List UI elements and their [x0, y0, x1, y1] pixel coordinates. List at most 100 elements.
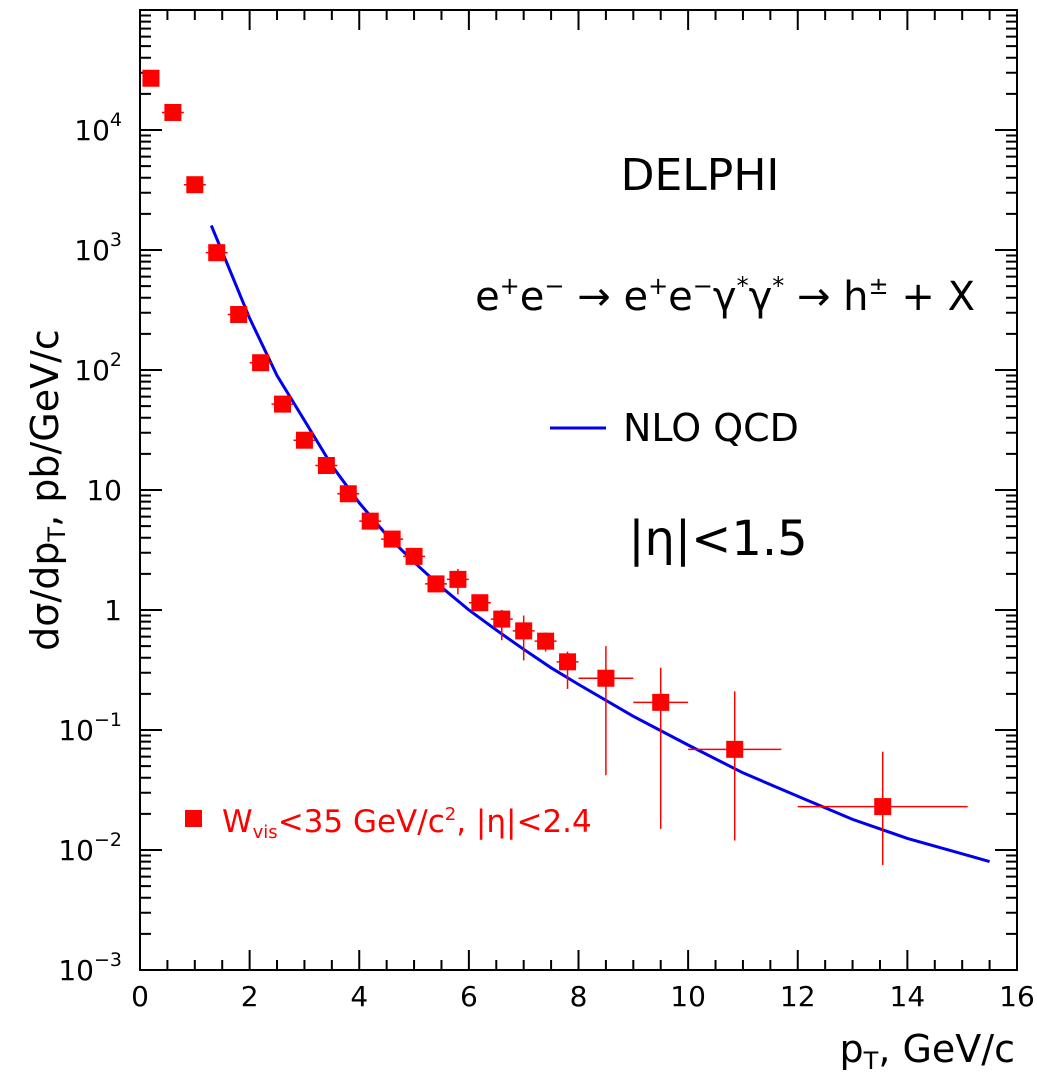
data-point [293, 431, 316, 449]
x-tick-label: 0 [131, 980, 149, 1013]
x-tick-label: 14 [890, 980, 926, 1013]
y-tick-base: 10 [74, 234, 110, 267]
process-text: → [565, 274, 624, 320]
process-text: γ [749, 274, 773, 320]
y-tick-label: 104 [74, 109, 122, 147]
data-marker [361, 512, 379, 530]
data-marker [142, 69, 160, 87]
data-marker [471, 594, 489, 612]
x-tick-label: 12 [780, 980, 816, 1013]
y-tick-label: 10−2 [58, 829, 122, 867]
data-point [315, 457, 338, 475]
data-marker [515, 622, 533, 640]
experiment-title: DELPHI [621, 150, 780, 201]
process-text: → h [784, 274, 868, 320]
x-label-main: p [840, 1027, 864, 1071]
y-tick-exponent: 4 [110, 109, 122, 131]
legend-nlo-label: NLO QCD [623, 406, 799, 450]
nlo-qcd-curve-layer [209, 224, 991, 864]
data-marker [164, 103, 182, 121]
data-marker [383, 530, 401, 548]
y-tick-exponent: −1 [94, 709, 122, 731]
eta-cut-label: |η|<1.5 [628, 511, 807, 567]
data-point [381, 530, 404, 548]
y-tick-base: 10 [58, 714, 94, 747]
x-tick-label: 6 [460, 980, 478, 1013]
data-marker [339, 485, 357, 503]
y-tick-base: 10 [58, 954, 94, 987]
y-tick-label: 10 [86, 474, 122, 507]
y-tick-base: 1 [104, 594, 122, 627]
data-point [468, 594, 491, 612]
y-label-subscript: T [43, 527, 71, 543]
process-text: e [520, 274, 545, 320]
y-label-rest: , pb/GeV/c [23, 329, 67, 527]
data-point [688, 691, 782, 841]
y-tick-label: 10−1 [58, 709, 122, 747]
data-marker [537, 632, 555, 650]
process-superscript: − [693, 272, 713, 300]
data-marker [252, 354, 270, 372]
y-tick-label: 10−3 [58, 949, 122, 987]
legend-data-marker [185, 810, 202, 827]
x-axis: 0 2 4 6 8 10 12 14 16 [131, 10, 1035, 1013]
x-tick-label: 4 [350, 980, 368, 1013]
data-point [578, 646, 634, 776]
data-marker [427, 575, 445, 593]
data-point [271, 395, 294, 413]
data-point [512, 615, 535, 661]
data-marker [597, 669, 615, 687]
data-point [446, 568, 469, 595]
y-tick-exponent: 2 [110, 349, 122, 371]
process-text: γ [713, 274, 737, 320]
data-point [425, 575, 447, 593]
x-tick-label: 2 [241, 980, 259, 1013]
process-superscript: * [772, 272, 784, 300]
y-tick-label: 102 [74, 349, 122, 387]
y-tick-base: 10 [86, 474, 122, 507]
legend-superscript: 2 [445, 804, 456, 825]
x-axis-label: pT, GeV/c [840, 1027, 1015, 1075]
data-marker [317, 457, 335, 475]
y-axis-label: dσ/dpT, pb/GeV/c [23, 329, 71, 651]
data-point [403, 547, 426, 565]
process-superscript: * [737, 272, 749, 300]
legend-w: W [222, 804, 253, 840]
data-marker [652, 693, 670, 711]
data-point [249, 354, 272, 372]
data-point [633, 667, 689, 829]
data-point [556, 651, 579, 689]
data-marker [405, 547, 423, 565]
y-tick-base: 10 [74, 354, 110, 387]
process-label: e+​e−​ → e+​e−​γ*​γ*​ → h±​ + X [475, 272, 975, 320]
y-label-main: dσ/dp [23, 542, 67, 651]
data-marker [295, 431, 313, 449]
legend-eta: , |η|<2.4 [456, 804, 592, 840]
y-tick-base: 10 [58, 834, 94, 867]
data-marker [726, 740, 744, 758]
process-text: e [623, 274, 648, 320]
data-point [183, 176, 206, 194]
process-text: + X [889, 274, 975, 320]
legend-data-label: Wvis<35 GeV/c2, |η|<2.4 [222, 804, 592, 843]
data-marker [230, 306, 248, 324]
data-marker [208, 244, 226, 262]
y-tick-base: 10 [74, 114, 110, 147]
data-marker [449, 570, 467, 588]
process-text: e [475, 274, 500, 320]
process-superscript: + [648, 272, 668, 300]
data-point [337, 485, 360, 503]
data-point [161, 103, 184, 121]
data-point [359, 512, 382, 530]
x-label-rest: , GeV/c [878, 1027, 1015, 1071]
data-point [142, 69, 160, 87]
data-point [227, 306, 250, 324]
y-tick-label: 1 [104, 594, 122, 627]
process-superscript: ± [869, 272, 889, 300]
x-label-subscript: T [863, 1047, 879, 1075]
y-tick-exponent: −3 [94, 949, 122, 971]
data-point [205, 244, 228, 262]
x-tick-label: 10 [670, 980, 706, 1013]
